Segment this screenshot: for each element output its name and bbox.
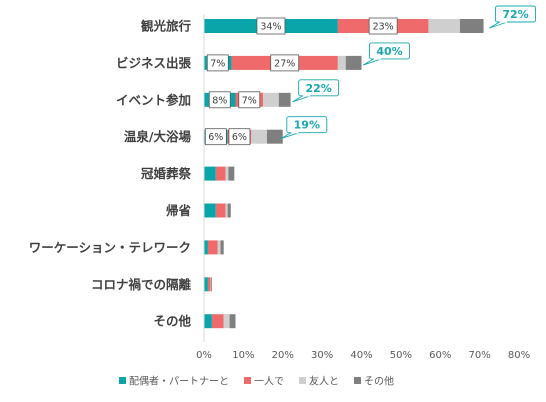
bar-segment xyxy=(228,166,235,181)
bar-segment xyxy=(204,203,216,218)
category-label: イベント参加 xyxy=(116,92,191,107)
x-tick-label: 0% xyxy=(196,350,212,361)
total-callout-pointer xyxy=(363,58,382,66)
data-label-box xyxy=(256,17,286,35)
legend-swatch xyxy=(354,377,361,384)
bar-segment xyxy=(215,166,226,181)
category-label: 温泉/大浴場 xyxy=(124,129,192,144)
bar-segment xyxy=(428,19,460,33)
data-label-box xyxy=(204,128,227,146)
bar-segment xyxy=(217,240,221,255)
category-label: ワーケーション・テレワーク xyxy=(29,240,191,255)
data-label-box xyxy=(238,91,261,109)
data-label: 7% xyxy=(242,95,257,106)
total-callout-box xyxy=(298,79,340,97)
bar-segment xyxy=(345,55,362,70)
bar-segment xyxy=(204,240,208,255)
bar-segment xyxy=(337,55,346,70)
bar-segment xyxy=(263,92,279,107)
x-tick-label: 60% xyxy=(429,350,451,361)
bar-segment xyxy=(278,92,291,107)
legend-swatch xyxy=(244,377,251,384)
x-tick-label: 80% xyxy=(508,350,530,361)
legend-swatch xyxy=(299,377,306,384)
total-callout-pointer xyxy=(489,21,508,29)
data-label-box xyxy=(206,54,229,72)
bar-segment xyxy=(204,314,212,329)
data-label-box xyxy=(368,17,398,35)
total-callout-label: 19% xyxy=(294,119,320,132)
bar-segment xyxy=(204,277,208,292)
legend-label: その他 xyxy=(364,375,394,388)
data-label-box xyxy=(228,128,251,146)
total-callout-pointer xyxy=(280,132,300,140)
category-label: 観光旅行 xyxy=(141,19,192,34)
bar-segment xyxy=(207,277,211,292)
bar-segment xyxy=(204,166,216,181)
category-label: その他 xyxy=(153,314,191,329)
bar-segment xyxy=(223,314,230,329)
data-label: 8% xyxy=(212,95,227,106)
bar-segment xyxy=(207,240,218,255)
total-callout-label: 22% xyxy=(305,82,331,95)
category-label: 帰省 xyxy=(166,203,192,218)
data-label-box xyxy=(208,91,231,109)
total-callout-box xyxy=(495,5,536,23)
legend-label: 一人で xyxy=(254,376,284,388)
x-tick-label: 20% xyxy=(272,350,294,361)
bar-segment xyxy=(267,129,283,144)
total-callout-label: 40% xyxy=(376,45,402,58)
x-tick-label: 50% xyxy=(390,350,412,361)
data-label: 23% xyxy=(373,22,394,33)
total-callout-box xyxy=(369,42,410,60)
total-callout-label: 72% xyxy=(502,8,528,21)
legend-swatch xyxy=(119,377,126,384)
bar-segment xyxy=(220,240,224,255)
bar-segment xyxy=(225,203,228,218)
bar-segment xyxy=(215,203,226,218)
bar-segment xyxy=(211,277,212,292)
data-label: 34% xyxy=(260,22,281,33)
bar-segment xyxy=(211,314,224,329)
x-tick-label: 40% xyxy=(350,350,372,361)
x-tick-label: 10% xyxy=(232,350,254,361)
data-label: 6% xyxy=(232,132,247,143)
bar-segment xyxy=(229,314,236,329)
x-tick-label: 30% xyxy=(311,350,333,361)
data-label: 6% xyxy=(208,132,223,143)
data-label-box xyxy=(270,54,300,72)
legend-label: 友人と xyxy=(309,375,339,388)
total-callout-pointer xyxy=(292,95,312,103)
category-label: コロナ禍での隔離 xyxy=(91,277,192,292)
data-label: 7% xyxy=(210,58,225,69)
bar-segment xyxy=(251,129,267,144)
bar-segment xyxy=(459,19,484,33)
data-label: 27% xyxy=(274,58,295,69)
bar-segment xyxy=(225,166,229,181)
bar-segment xyxy=(227,203,231,218)
total-callout-box xyxy=(286,116,328,134)
category-label: ビジネス出張 xyxy=(116,55,192,70)
legend-label: 配偶者・パートナーと xyxy=(129,375,229,388)
category-label: 冠婚葬祭 xyxy=(141,166,192,181)
x-tick-label: 70% xyxy=(469,350,491,361)
